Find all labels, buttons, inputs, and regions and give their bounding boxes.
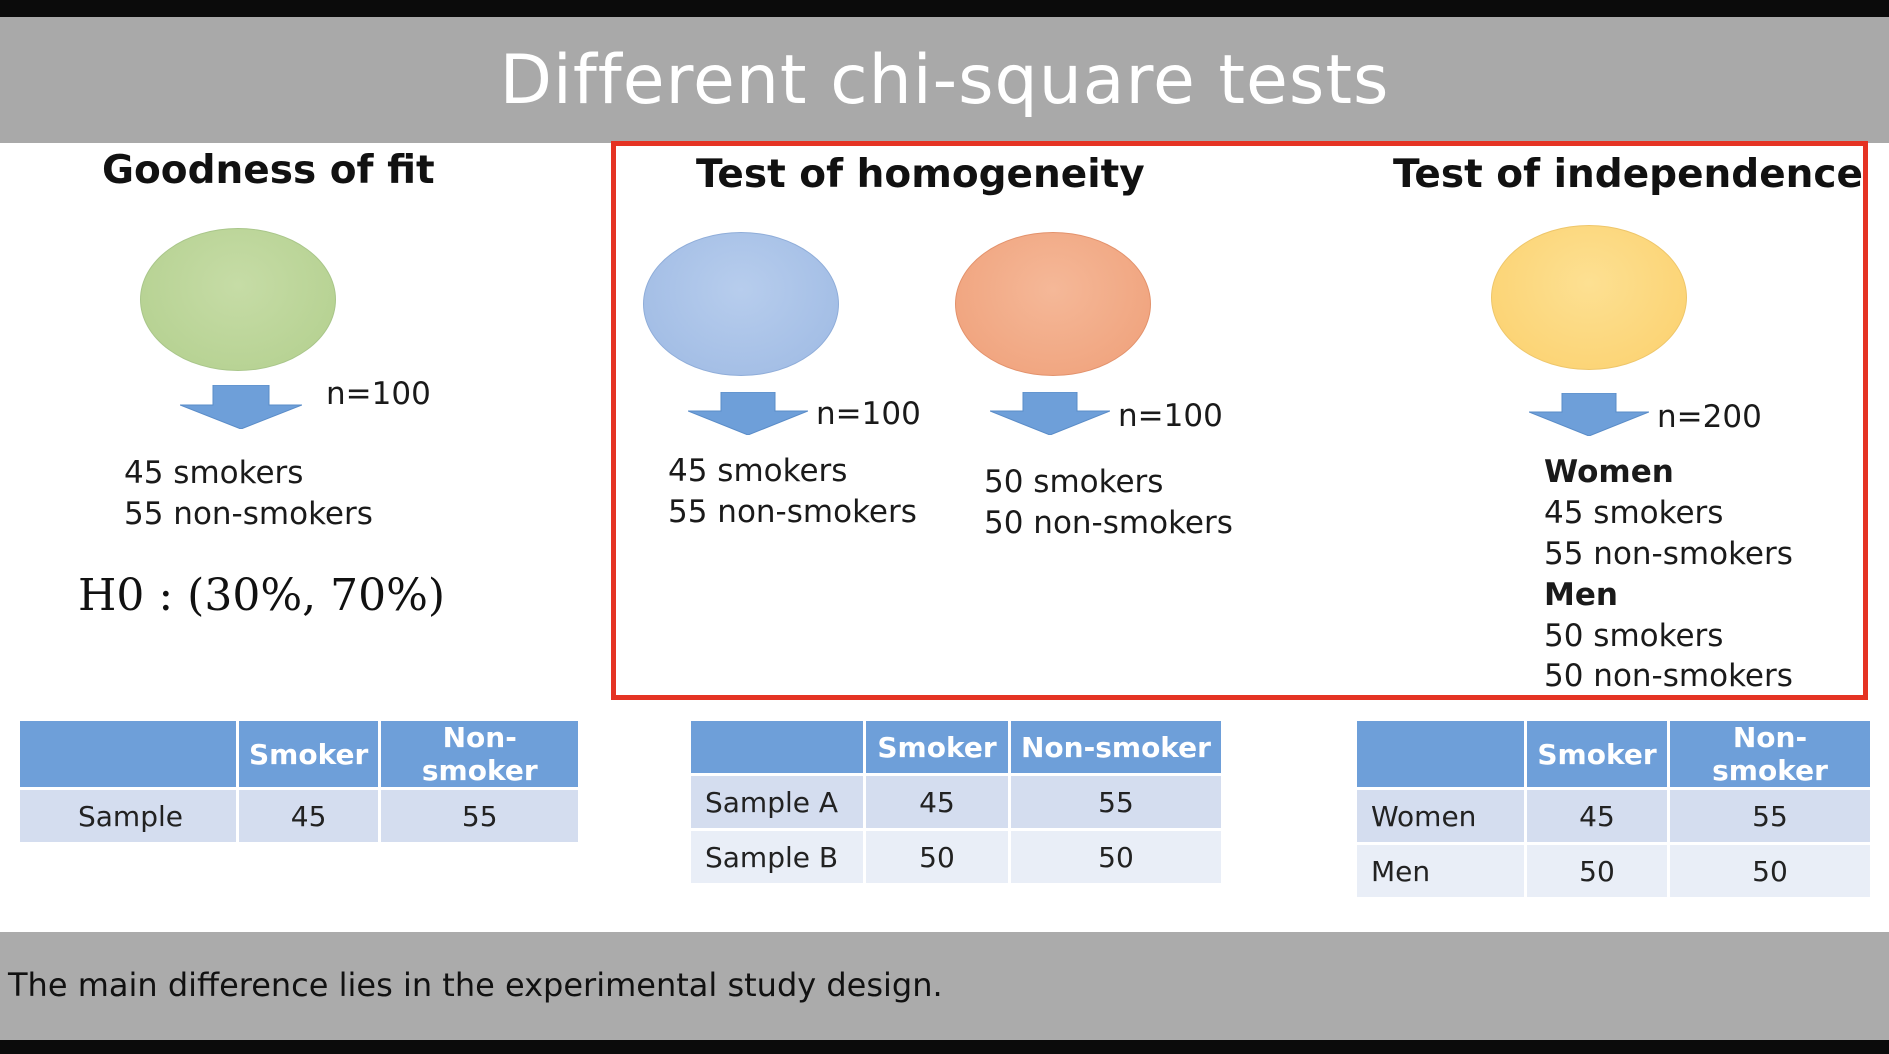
independence-heading: Test of independence xyxy=(1393,152,1863,197)
homogeneity-table: Smoker Non-smoker Sample A 45 55 Sample … xyxy=(688,721,1224,886)
homogeneity-a-arrow-icon xyxy=(688,392,808,435)
homogeneity-population-a-circle xyxy=(643,232,839,376)
goodness-non-smokers: 55 non-smokers xyxy=(124,496,373,532)
homogeneity-heading: Test of homogeneity xyxy=(696,152,1145,197)
goodness-population-circle xyxy=(140,228,336,371)
table-cell: 55 xyxy=(381,790,579,845)
independence-men-label: Men xyxy=(1544,577,1618,613)
caption-text: The main difference lies in the experime… xyxy=(8,966,943,1004)
table-row: Women 45 55 xyxy=(1357,790,1870,845)
table-cell: 45 xyxy=(866,776,1008,831)
table-cell: 55 xyxy=(1670,790,1870,845)
independence-women-smokers: 45 smokers xyxy=(1544,495,1724,531)
table-cell: 45 xyxy=(239,790,379,845)
independence-men-smokers: 50 smokers xyxy=(1544,618,1724,654)
homogeneity-b-arrow-icon xyxy=(990,392,1110,435)
table-header-cell xyxy=(20,721,236,790)
homogeneity-population-b-circle xyxy=(955,232,1151,376)
table-header-row: Smoker Non-smoker xyxy=(20,721,579,790)
goodness-smokers: 45 smokers xyxy=(124,455,304,491)
table-cell: Sample A xyxy=(691,776,863,831)
homogeneity-b-sample-size: n=100 xyxy=(1118,398,1223,434)
homogeneity-b-non-smokers: 50 non-smokers xyxy=(984,505,1233,541)
goodness-table: Smoker Non-smoker Sample 45 55 xyxy=(17,721,581,845)
homogeneity-b-smokers: 50 smokers xyxy=(984,464,1164,500)
independence-arrow-icon xyxy=(1529,393,1649,436)
table-row: Sample A 45 55 xyxy=(691,776,1221,831)
independence-table: Smoker Non-smoker Women 45 55 Men 50 50 xyxy=(1354,721,1873,900)
table-header-cell: Non-smoker xyxy=(1670,721,1870,790)
table-cell: Sample xyxy=(20,790,236,845)
independence-men-non-smokers: 50 non-smokers xyxy=(1544,658,1793,694)
goodness-arrow-icon xyxy=(180,385,302,429)
caption-bar: The main difference lies in the experime… xyxy=(0,932,1889,1040)
table-header-row: Smoker Non-smoker xyxy=(691,721,1221,776)
title-bar: Different chi-square tests xyxy=(0,17,1889,143)
top-letterbox xyxy=(0,0,1889,17)
table-header-cell: Smoker xyxy=(1527,721,1667,790)
table-row: Sample 45 55 xyxy=(20,790,579,845)
table-row: Men 50 50 xyxy=(1357,845,1870,900)
independence-women-label: Women xyxy=(1544,454,1674,490)
highlight-box xyxy=(611,141,1868,700)
table-header-cell: Smoker xyxy=(866,721,1008,776)
table-header-cell xyxy=(1357,721,1524,790)
table-header-cell: Non-smoker xyxy=(381,721,579,790)
table-cell: Women xyxy=(1357,790,1524,845)
table-cell: 50 xyxy=(1670,845,1870,900)
goodness-heading: Goodness of fit xyxy=(102,148,435,193)
null-hypothesis: H0 : (30%, 70%) xyxy=(78,570,446,621)
bottom-letterbox xyxy=(0,1040,1889,1054)
table-header-cell xyxy=(691,721,863,776)
homogeneity-a-sample-size: n=100 xyxy=(816,396,921,432)
table-cell: 50 xyxy=(866,831,1008,886)
table-cell: Sample B xyxy=(691,831,863,886)
homogeneity-a-smokers: 45 smokers xyxy=(668,453,848,489)
homogeneity-a-non-smokers: 55 non-smokers xyxy=(668,494,917,530)
independence-population-circle xyxy=(1491,225,1687,370)
table-cell: Men xyxy=(1357,845,1524,900)
table-header-cell: Smoker xyxy=(239,721,379,790)
table-cell: 55 xyxy=(1011,776,1221,831)
table-header-cell: Non-smoker xyxy=(1011,721,1221,776)
slide-title: Different chi-square tests xyxy=(499,40,1390,120)
goodness-sample-size: n=100 xyxy=(326,376,431,412)
independence-sample-size: n=200 xyxy=(1657,399,1762,435)
table-cell: 45 xyxy=(1527,790,1667,845)
table-cell: 50 xyxy=(1011,831,1221,886)
table-header-row: Smoker Non-smoker xyxy=(1357,721,1870,790)
table-row: Sample B 50 50 xyxy=(691,831,1221,886)
table-cell: 50 xyxy=(1527,845,1667,900)
independence-women-non-smokers: 55 non-smokers xyxy=(1544,536,1793,572)
